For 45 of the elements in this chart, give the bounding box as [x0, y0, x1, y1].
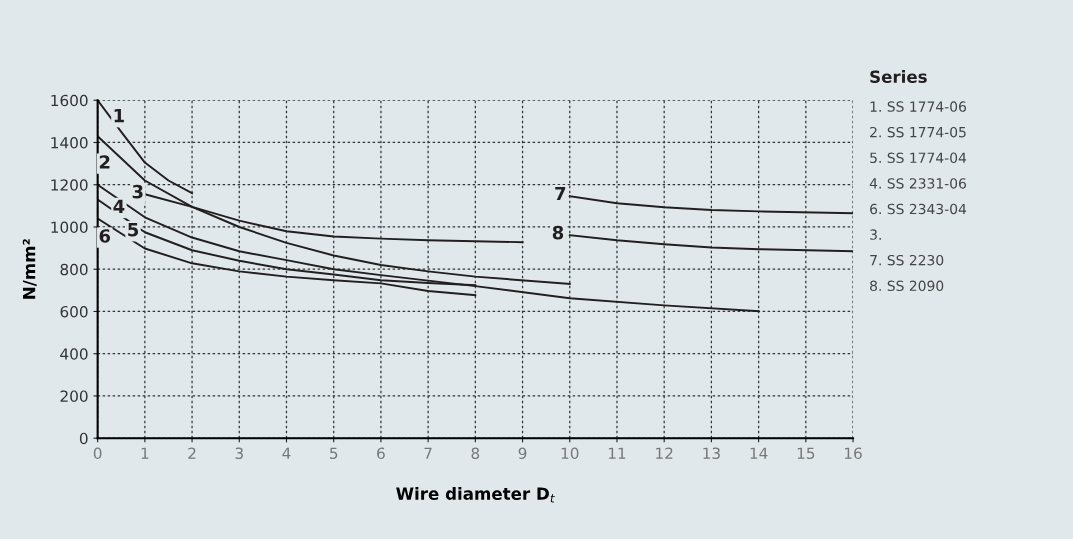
series-label: 1: [114, 108, 124, 123]
text: 7. SS 2230: [870, 254, 944, 266]
y-tick-label: 1000: [51, 221, 88, 234]
text: 8. SS 2090: [870, 280, 944, 292]
legend-title: Series: [870, 70, 927, 83]
series-label: 5: [128, 223, 139, 237]
x-tick-label: 0: [93, 447, 102, 460]
y-tick-label: 600: [60, 305, 88, 318]
x-axis-title: Wire diameter D$_{t}$: [396, 487, 555, 503]
x-tick-label: 9: [518, 447, 527, 460]
y-tick-label: 0: [79, 432, 88, 445]
x-tick-label: 3: [235, 447, 243, 460]
text: 3.: [870, 229, 881, 240]
text: 4. SS 2331-06: [869, 178, 966, 189]
series-label: 3: [132, 184, 143, 199]
series-label: 7: [555, 186, 566, 201]
x-tick-label: 6: [377, 447, 385, 460]
text: 2. SS 1774-05: [870, 126, 966, 138]
series-label: 8: [552, 225, 564, 240]
text: 6. SS 2343-04: [870, 203, 967, 215]
x-tick-label: 5: [330, 447, 338, 460]
text: 5. SS 1774-04: [870, 152, 967, 164]
x-tick-label: 8: [471, 447, 480, 460]
y-tick-label: 200: [60, 390, 88, 402]
y-axis-title: N/mm²: [22, 239, 37, 299]
x-tick-label: 14: [750, 447, 768, 459]
text: 1. SS 1774-06: [870, 101, 966, 112]
x-tick-label: 1: [141, 447, 149, 459]
x-tick-label: 4: [282, 447, 291, 459]
x-tick-label: 15: [797, 447, 815, 460]
series-label: 6: [99, 229, 111, 243]
series-label: 2: [99, 155, 110, 169]
x-tick-label: 13: [703, 447, 720, 460]
x-tick-label: 10: [561, 447, 579, 460]
y-tick-label: 800: [60, 263, 88, 276]
y-tick-label: 400: [60, 348, 88, 360]
x-tick-label: 7: [424, 447, 432, 459]
x-tick-label: 11: [608, 447, 626, 459]
x-tick-label: 2: [188, 447, 196, 459]
y-tick-label: 1200: [51, 179, 88, 191]
x-tick-label: 16: [844, 447, 862, 460]
y-tick-label: 1400: [51, 136, 88, 149]
x-tick-label: 12: [656, 447, 673, 459]
y-tick-label: 1600: [51, 94, 88, 107]
series-label: 4: [113, 199, 125, 213]
